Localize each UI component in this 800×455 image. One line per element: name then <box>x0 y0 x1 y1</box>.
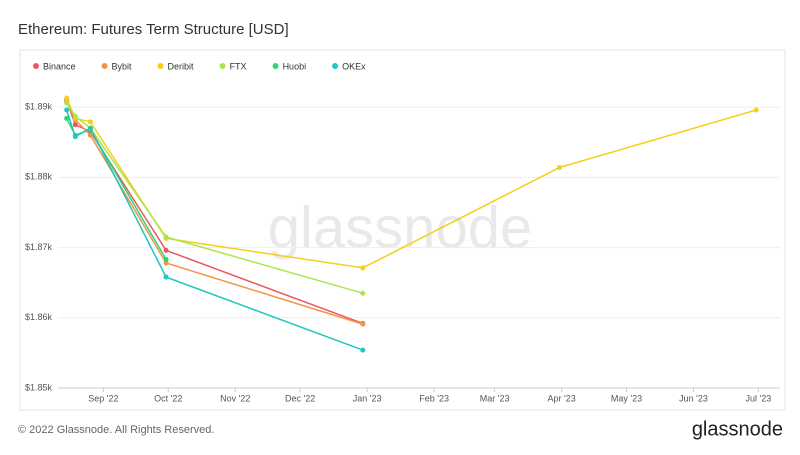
point <box>64 100 70 106</box>
point <box>72 134 78 140</box>
legend-marker <box>33 63 39 69</box>
point <box>163 234 169 240</box>
legend-marker <box>219 63 226 69</box>
y-tick-label: $1.87k <box>25 242 53 252</box>
point <box>163 274 169 280</box>
x-tick-label: Oct '22 <box>154 393 182 403</box>
x-tick-label: May '23 <box>611 393 642 403</box>
legend-marker <box>101 63 108 69</box>
point <box>557 165 563 171</box>
y-tick-label: $1.85k <box>25 382 53 392</box>
y-tick-label: $1.89k <box>25 102 53 112</box>
legend-label: Huobi <box>283 61 307 71</box>
point <box>753 107 759 113</box>
x-tick-label: Sep '22 <box>88 393 118 403</box>
legend-label: FTX <box>230 61 247 71</box>
legend-label: Bybit <box>112 61 133 71</box>
x-tick-label: Jul '23 <box>746 393 772 403</box>
x-tick-label: Jan '23 <box>353 393 382 403</box>
y-tick-label: $1.86k <box>25 312 53 322</box>
point <box>87 119 93 125</box>
legend-marker <box>157 63 164 69</box>
point <box>64 107 70 113</box>
legend-marker <box>272 63 279 69</box>
y-tick-label: $1.88k <box>25 172 53 182</box>
point <box>64 115 70 121</box>
x-tick-label: Nov '22 <box>220 393 250 403</box>
x-tick-label: Mar '23 <box>480 393 510 403</box>
point <box>163 247 169 253</box>
copyright: © 2022 Glassnode. All Rights Reserved. <box>18 424 214 436</box>
point <box>72 113 78 119</box>
point <box>163 257 169 263</box>
chart-title: Ethereum: Futures Term Structure [USD] <box>18 21 289 38</box>
point <box>64 95 70 101</box>
x-tick-label: Feb '23 <box>419 393 449 403</box>
point <box>360 347 366 353</box>
series-line <box>65 97 757 269</box>
legend-label: Deribit <box>168 61 195 71</box>
point <box>360 321 366 327</box>
point <box>360 290 366 296</box>
point <box>87 125 93 131</box>
chart-frame <box>19 49 786 411</box>
point <box>163 260 169 266</box>
watermark: glassnode <box>268 195 532 260</box>
legend-label: OKEx <box>342 61 366 71</box>
point <box>87 132 93 138</box>
x-tick-label: Apr '23 <box>548 393 576 403</box>
x-tick-label: Dec '22 <box>285 393 315 403</box>
legend-label: Binance <box>43 61 76 71</box>
x-tick-label: Jun '23 <box>679 393 708 403</box>
point <box>72 122 78 128</box>
point <box>360 265 366 271</box>
legend-marker <box>332 63 339 69</box>
logo: glassnode <box>692 418 783 440</box>
